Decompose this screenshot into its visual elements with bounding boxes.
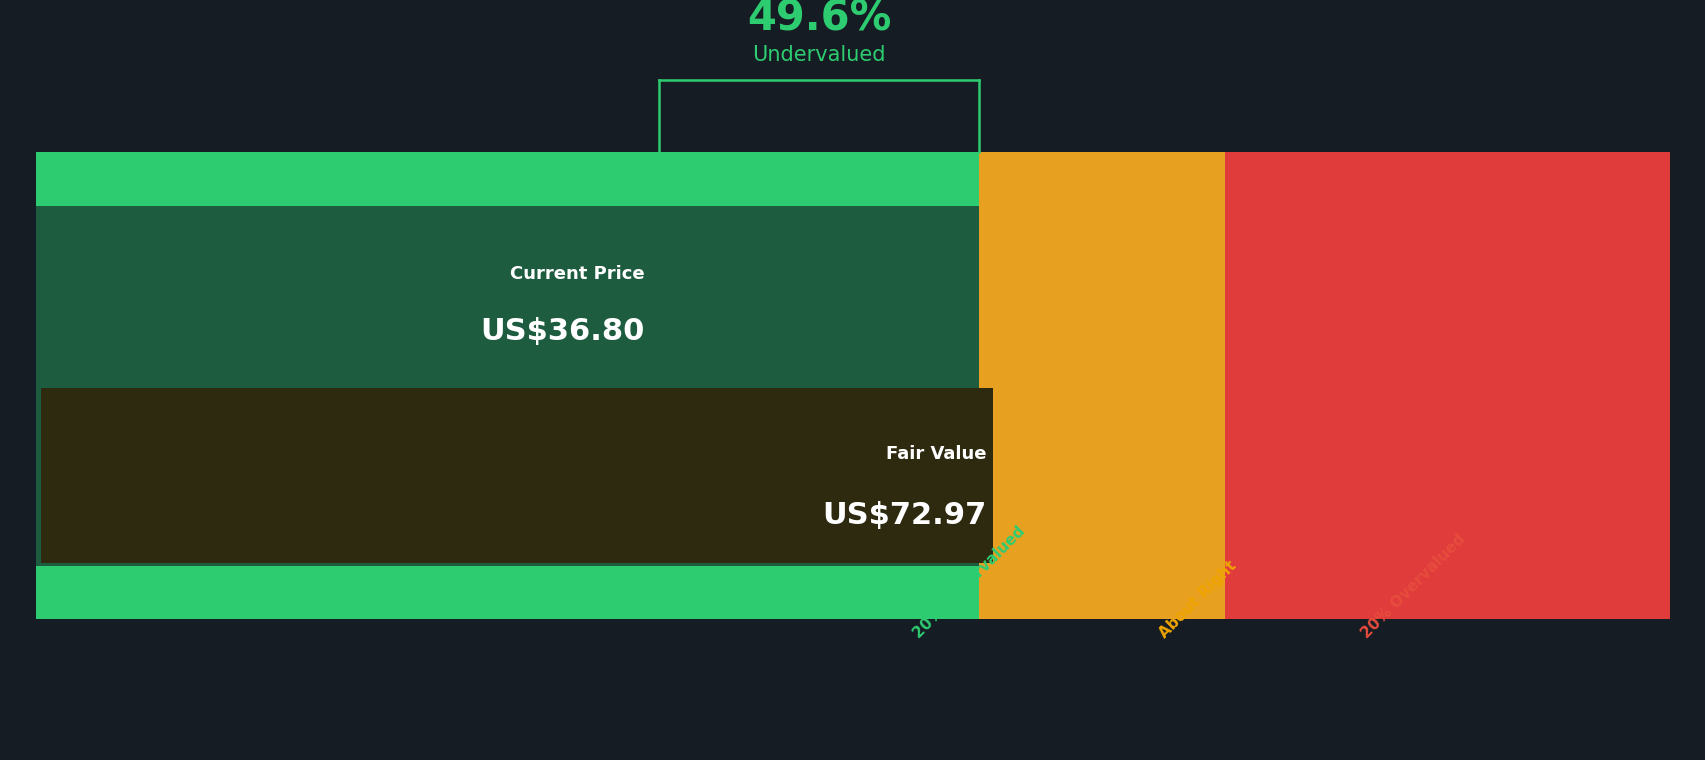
Text: 49.6%: 49.6%	[747, 0, 890, 40]
Text: 20% Overvalued: 20% Overvalued	[1357, 532, 1468, 641]
Bar	[1224, 206, 1669, 386]
Bar	[979, 152, 1224, 206]
Bar	[36, 206, 979, 386]
Text: US$72.97: US$72.97	[822, 501, 985, 530]
Bar	[41, 208, 658, 384]
Bar	[1224, 386, 1669, 565]
Bar	[1224, 152, 1669, 206]
Text: US$36.80: US$36.80	[481, 317, 644, 347]
Text: Undervalued: Undervalued	[752, 45, 885, 65]
Bar	[36, 152, 979, 206]
Bar	[41, 388, 992, 563]
Text: About Right: About Right	[1156, 559, 1240, 641]
Text: 20% Undervalued: 20% Undervalued	[910, 524, 1028, 641]
Bar	[979, 206, 1224, 386]
Bar	[1224, 565, 1669, 619]
Bar	[979, 565, 1224, 619]
Bar	[36, 565, 979, 619]
Bar	[36, 386, 979, 565]
Text: Fair Value: Fair Value	[885, 445, 985, 463]
Bar	[979, 386, 1224, 565]
Text: Current Price: Current Price	[510, 265, 644, 283]
